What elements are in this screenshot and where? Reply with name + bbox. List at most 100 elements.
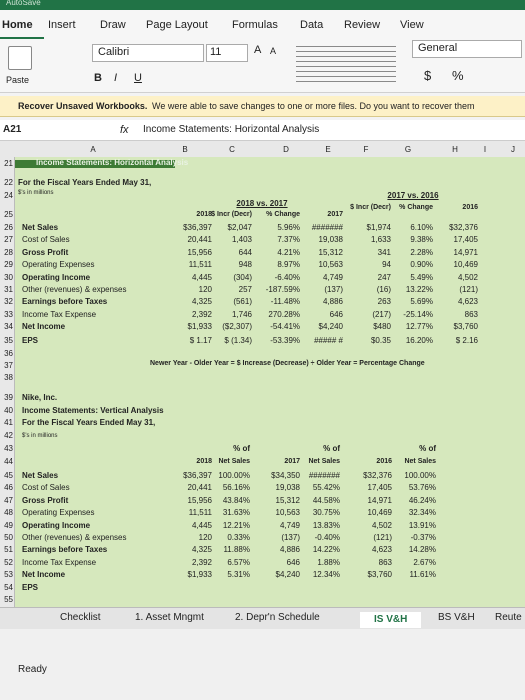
sheet-tab[interactable]: Reute (495, 612, 522, 623)
currency-button[interactable]: $ (424, 68, 432, 83)
cell-value: 4,623 (371, 545, 392, 554)
cell-value: -187.59% (265, 285, 300, 294)
cell-value: 247 (377, 273, 391, 282)
cell-value: ####### (308, 471, 340, 480)
cell-value: 11.61% (409, 570, 436, 579)
cell-value: 15,312 (275, 496, 300, 505)
font-box[interactable] (92, 44, 204, 62)
column-header: C (229, 145, 235, 154)
cell-value: $480 (373, 322, 391, 331)
row-number: 53 (4, 570, 13, 579)
cell-value: -0.37% (410, 533, 436, 542)
ribbon-tab[interactable]: Data (300, 19, 324, 31)
bold-button[interactable]: B (94, 72, 102, 84)
formula-text: Income Statements: Horizontal Analysis (143, 124, 320, 135)
sheet-grid (15, 157, 525, 607)
cell-value: 15,956 (187, 248, 212, 257)
cell-value: 7.37% (277, 235, 300, 244)
cell-value: 10,563 (318, 260, 343, 269)
column-label: 2016 (462, 204, 478, 211)
ribbon-tab[interactable]: Home (2, 19, 33, 31)
cell-value: 32.34% (408, 508, 436, 517)
font-size[interactable]: 11 (210, 46, 222, 58)
row-label: Operating Expenses (22, 508, 95, 517)
row-number: 43 (4, 444, 13, 453)
cell-value: 2.67% (413, 558, 436, 567)
grow-font[interactable]: A (254, 44, 262, 56)
cell-value: 2,392 (191, 310, 212, 319)
cell-value: 863 (464, 310, 478, 319)
group-header: 2018 vs. 2017 (236, 199, 288, 208)
cell-value: 263 (377, 297, 391, 306)
ribbon-tab[interactable]: Formulas (232, 19, 278, 31)
cell-value: ##### # (314, 336, 343, 345)
cell-value: 11,511 (188, 508, 212, 517)
cell-value: 14.28% (408, 545, 436, 554)
sheet-tab[interactable]: IS V&H (360, 612, 422, 628)
row-label: Net Income (22, 322, 66, 331)
column-label: % of (323, 444, 340, 453)
column-header: B (182, 145, 188, 154)
cell-value: $32,376 (449, 223, 478, 232)
cell-value: (561) (233, 297, 252, 306)
cell-value: $1,974 (366, 223, 391, 232)
row-number: 41 (4, 418, 13, 427)
sheet-tab[interactable]: 1. Asset Mngmt (135, 612, 204, 623)
cell-value: 11.88% (223, 545, 250, 554)
font-size-box[interactable] (206, 44, 248, 62)
cell-value: -11.48% (270, 297, 300, 306)
cell-value: 46.24% (408, 496, 436, 505)
cell-value: $36,397 (183, 223, 212, 232)
cell-value: 13.83% (312, 521, 340, 530)
cell-value: 2.28% (410, 248, 433, 257)
number-format-box[interactable] (412, 40, 522, 58)
underline-button[interactable]: U (134, 72, 142, 84)
cell-value: 100.00% (404, 471, 436, 480)
cell-value: 100.00% (218, 471, 250, 480)
row-label: Cost of Sales (22, 483, 70, 492)
cell-value: 4,502 (457, 273, 478, 282)
row-label: Operating Expenses (22, 260, 95, 269)
ribbon-tab[interactable]: Insert (48, 19, 76, 31)
cell-value: 5.69% (410, 297, 433, 306)
ribbon-tab[interactable]: View (400, 19, 424, 31)
row-number: 29 (4, 260, 13, 269)
percent-button[interactable]: % (452, 68, 464, 83)
row-label: Operating Income (22, 273, 91, 282)
message-title: Recover Unsaved Workbooks. (18, 101, 148, 111)
sheet-tab[interactable]: 2. Depr'n Schedule (235, 612, 320, 623)
number-format[interactable]: General (418, 42, 458, 54)
cell-value: 20,441 (187, 235, 212, 244)
cell-value: 55.42% (312, 483, 340, 492)
row-number: 45 (4, 471, 13, 480)
cell-value: 5.49% (410, 273, 433, 282)
cell-value: 6.10% (410, 223, 433, 232)
ribbon-tab[interactable]: Draw (100, 19, 126, 31)
column-label: % of (419, 444, 436, 453)
cell-value: (16) (376, 285, 391, 294)
cell-value: 4.21% (277, 248, 300, 257)
cell-value: 53.76% (408, 483, 436, 492)
cell-value: 16.20% (405, 336, 433, 345)
cell-value: -54.41% (270, 322, 300, 331)
cell-value: 4,502 (371, 521, 392, 530)
row-number: 27 (4, 235, 13, 244)
shrink-font[interactable]: A (270, 46, 277, 56)
cell-value: $ (1.34) (224, 336, 252, 345)
ribbon-tab[interactable]: Review (344, 19, 381, 31)
row-label: Income Tax Expense (22, 558, 97, 567)
cell-value: 4,886 (279, 545, 300, 554)
formula-note: Newer Year - Older Year = $ Increase (De… (150, 360, 425, 367)
paste-label[interactable]: Paste (6, 75, 30, 85)
alignment-icons[interactable] (296, 42, 396, 82)
cell-value: 15,956 (187, 496, 212, 505)
paste-icon[interactable] (8, 46, 32, 70)
ribbon-tab[interactable]: Page Layout (146, 19, 208, 31)
italic-button[interactable]: I (114, 72, 118, 84)
sheet-tab[interactable]: BS V&H (438, 612, 475, 623)
font-name[interactable]: Calibri (98, 46, 130, 58)
cell-value: -25.14% (403, 310, 433, 319)
cell-value: -53.39% (270, 336, 300, 345)
column-label: Net Sales (308, 458, 340, 465)
sheet-tab[interactable]: Checklist (60, 612, 101, 623)
